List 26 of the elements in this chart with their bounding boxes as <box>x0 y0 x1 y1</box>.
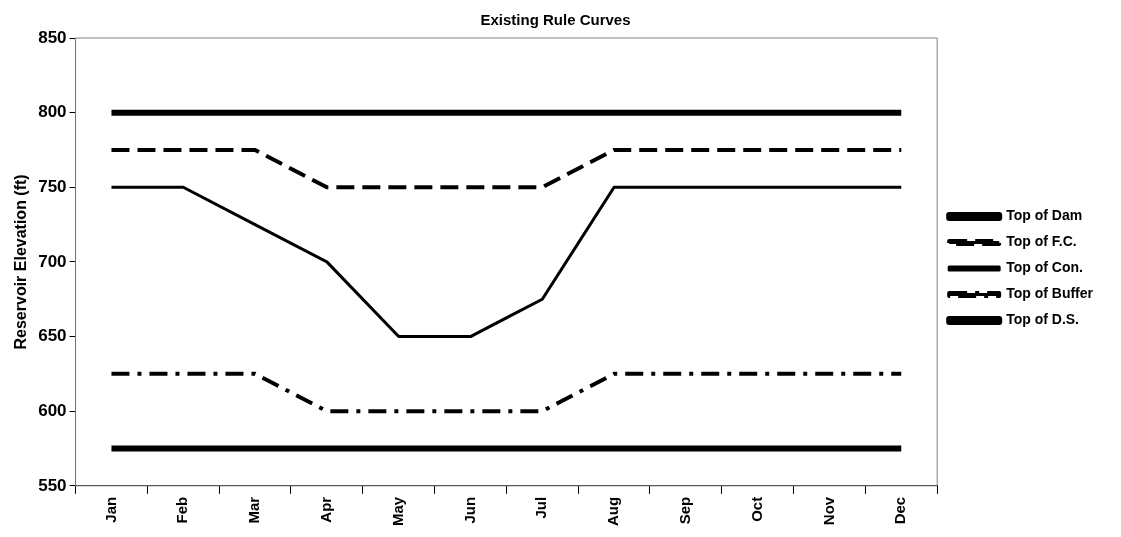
chart-title: Existing Rule Curves <box>480 11 631 29</box>
x-tick-label: Dec <box>891 496 909 525</box>
x-tick-label: May <box>388 496 406 527</box>
y-tick-label: 750 <box>38 176 67 196</box>
x-tick-label: Jun <box>460 496 478 524</box>
y-tick-label: 850 <box>38 27 67 47</box>
x-tick-label: Aug <box>604 496 622 526</box>
y-tick-label: 800 <box>38 102 67 122</box>
y-tick-label: 650 <box>38 326 67 346</box>
x-tick-label: Oct <box>747 496 765 522</box>
y-tick-label: 700 <box>38 251 67 271</box>
legend-label: Top of Con. <box>1006 259 1083 276</box>
x-tick-label: Feb <box>173 496 191 524</box>
legend-label: Top of D.S. <box>1006 311 1080 328</box>
x-tick-label: Sep <box>676 496 694 525</box>
legend-label: Top of Buffer <box>1006 285 1094 302</box>
y-tick-label: 550 <box>38 475 67 495</box>
x-tick-label: Mar <box>245 496 263 524</box>
legend-label: Top of F.C. <box>1006 233 1077 250</box>
x-tick-label: Nov <box>819 496 837 526</box>
x-tick-label: Jul <box>532 496 550 519</box>
y-tick-label: 600 <box>38 400 67 420</box>
y-axis-title: Reservoir Elevation (ft) <box>12 174 30 350</box>
legend-label: Top of Dam <box>1006 207 1083 224</box>
x-tick-label: Apr <box>317 496 335 523</box>
x-tick-label: Jan <box>101 496 119 523</box>
